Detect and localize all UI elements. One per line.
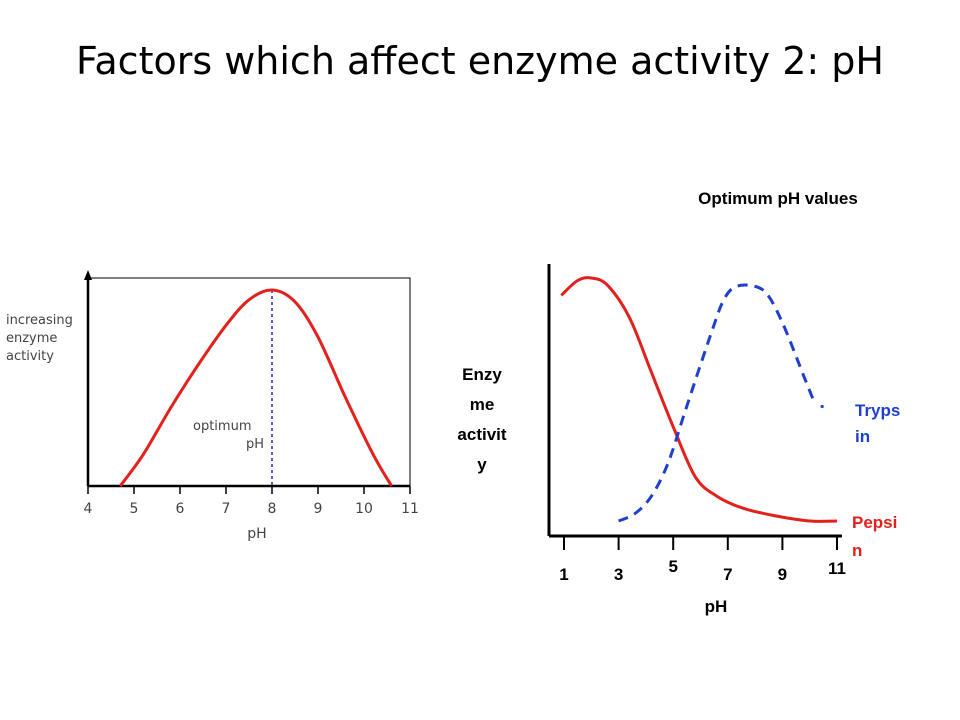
x-tick-label: 5 (130, 501, 139, 517)
y-axis-label-line-1: Enzy (462, 365, 502, 384)
x-tick-label: 11 (401, 501, 419, 517)
x-tick-label: 7 (222, 501, 231, 517)
x-tick-label: 1 (559, 565, 568, 584)
x-tick-label: 9 (778, 565, 787, 584)
plot-frame (87, 277, 411, 487)
x-tick-label: 7 (723, 565, 732, 584)
slide-title: Factors which affect enzyme activity 2: … (76, 39, 884, 83)
x-tick-label: 6 (176, 501, 185, 517)
y-axis-label-line-2: enzyme (6, 331, 57, 346)
x-axis-label: pH (705, 597, 728, 616)
y-axis-label-line-4: y (477, 455, 487, 474)
enzyme-activity-chart: 4 5 6 7 8 9 10 11 increasing enzyme activity pH… (6, 270, 419, 542)
y-axis-arrow-icon (84, 270, 92, 280)
x-tick-label: 11 (828, 559, 846, 578)
pepsin-curve (560, 276, 838, 523)
chart-title: Optimum pH values (698, 189, 858, 208)
pepsin-label-line-1: Pepsi (852, 513, 897, 532)
activity-curve (118, 288, 393, 487)
optimum-ph-chart: Optimum pH values 1 3 5 7 9 11 pH Enzy me act… (457, 189, 900, 616)
x-tick-label: 8 (268, 501, 277, 517)
x-tick-label: 3 (614, 565, 623, 584)
x-tick-label: 10 (355, 501, 373, 517)
trypsin-label-line-2: in (855, 427, 870, 446)
y-axis-label-line-2: me (470, 395, 495, 414)
x-axis-label: pH (247, 526, 266, 542)
trypsin-label-dot (820, 404, 824, 409)
y-axis-label-line-3: activity (6, 349, 54, 364)
x-tick-label: 4 (84, 501, 93, 517)
y-axis-label-line-3: activit (457, 425, 506, 444)
trypsin-curve (617, 283, 817, 523)
trypsin-label-line-1: Tryps (855, 401, 900, 420)
y-axis-label-line-1: increasing (6, 313, 73, 328)
x-tick-label: 9 (314, 501, 323, 517)
optimum-annotation-line-2: pH (246, 437, 264, 452)
optimum-annotation-line-1: optimum (193, 419, 251, 434)
x-tick-label: 5 (668, 557, 677, 576)
pepsin-label-line-2: n (852, 541, 862, 560)
